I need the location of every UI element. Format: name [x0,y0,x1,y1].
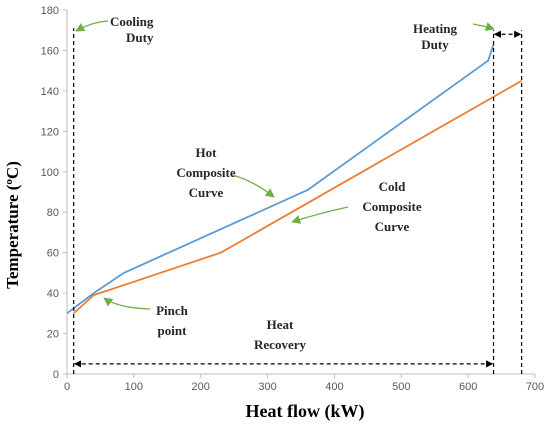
pinch-annotation: Pinch point [156,303,189,338]
x-axis-ticks: 0 100 200 300 400 500 600 700 [64,374,544,393]
axes: 0 100 200 300 400 500 600 700 0 20 40 60 80 100 120 14… [41,5,545,393]
x-tick-label: 700 [526,381,544,393]
pinch-point-pointer-arrow [103,297,151,310]
annotation-line: Curve [375,219,410,234]
y-tick-label: 160 [41,45,59,57]
y-tick-label: 20 [47,329,59,341]
annotation-line: Curve [189,185,224,200]
x-tick-label: 0 [64,381,70,393]
hot-label-annotation: Hot Composite Curve [176,145,235,200]
x-tick-label: 300 [258,381,276,393]
y-tick-label: 100 [41,167,59,179]
heating-duty-pointer-arrow [472,22,495,32]
hot-curve-pointer-arrow [231,174,275,198]
y-axis-title-degree: o [3,179,15,185]
annotation-line: Cooling [110,14,154,29]
series-layer [66,44,523,315]
y-tick-label: 80 [47,207,59,219]
annotation-line: Duty [126,30,154,45]
cold-label-annotation: Cold Composite Curve [362,179,421,234]
y-axis-title-part-1: Temperature ( [3,184,22,289]
y-tick-label: 40 [47,288,59,300]
y-tick-label: 0 [53,369,59,381]
annotation-line: Composite [176,165,235,180]
y-axis-title-part-2: C) [3,161,22,179]
hot-composite-curve [66,44,495,315]
annotation-line: Cold [379,179,407,194]
x-tick-label: 500 [392,381,410,393]
annotation-line: point [158,323,188,338]
annotation-line: Composite [362,199,421,214]
annotation-line: Heating [413,21,458,36]
recovery-annotation: Heat Recovery [254,317,306,352]
y-axis-ticks: 0 20 40 60 80 100 120 140 160 180 [41,5,67,381]
annotation-line: Heat [267,317,294,332]
cooling-annotation: Cooling Duty [110,14,154,45]
heating-annotation: Heating Duty [413,21,458,52]
y-tick-label: 180 [41,5,59,17]
y-tick-label: 140 [41,86,59,98]
annotation-line: Pinch [156,303,189,318]
x-tick-label: 400 [325,381,343,393]
cold-curve-pointer-arrow [291,206,349,224]
guides-layer [73,28,523,374]
y-tick-label: 120 [41,126,59,138]
x-tick-label: 200 [192,381,210,393]
y-axis-title: Temperature (oC) [3,161,22,289]
y-tick-label: 60 [47,248,59,260]
annotation-line: Recovery [254,337,306,352]
x-tick-label: 100 [125,381,143,393]
x-axis-title: Heat flow (kW) [246,401,365,422]
cold-composite-curve [73,79,523,314]
cooling-duty-pointer-arrow [75,20,109,32]
x-tick-label: 600 [459,381,477,393]
annotation-line: Hot [196,145,218,160]
annotation-line: Duty [421,37,449,52]
